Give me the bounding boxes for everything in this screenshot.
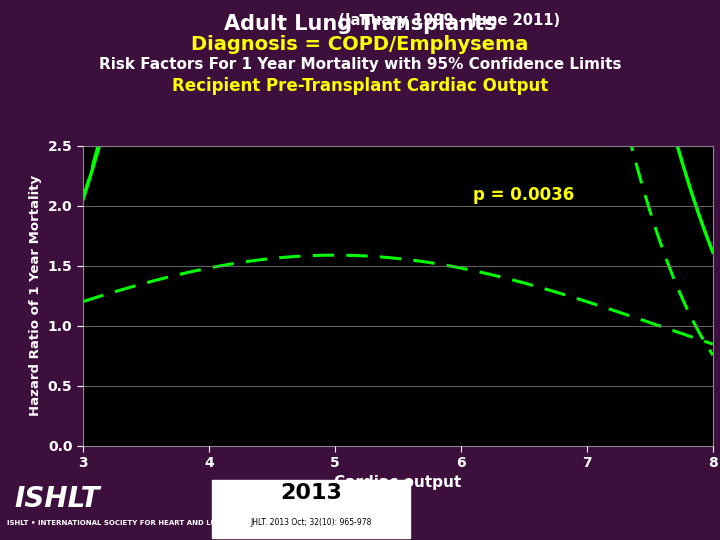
Text: JHLT. 2013 Oct; 32(10): 965-978: JHLT. 2013 Oct; 32(10): 965-978 [251,518,372,527]
Text: Recipient Pre-Transplant Cardiac Output: Recipient Pre-Transplant Cardiac Output [172,77,548,95]
Y-axis label: Hazard Ratio of 1 Year Mortality: Hazard Ratio of 1 Year Mortality [29,175,42,416]
Text: Adult Lung Transplants: Adult Lung Transplants [224,14,496,33]
Text: ISHLT • INTERNATIONAL SOCIETY FOR HEART AND LUNG TRANSPLANTATION: ISHLT • INTERNATIONAL SOCIETY FOR HEART … [7,521,307,526]
Text: Diagnosis = COPD/Emphysema: Diagnosis = COPD/Emphysema [192,35,528,54]
Text: p = 0.0036: p = 0.0036 [474,186,575,204]
FancyBboxPatch shape [212,481,410,537]
Text: (January 1999 – June 2011): (January 1999 – June 2011) [159,14,561,29]
Text: 2013: 2013 [281,483,342,503]
X-axis label: Cardiac output: Cardiac output [334,476,462,490]
Text: ISHLT: ISHLT [14,485,100,514]
Text: Risk Factors For 1 Year Mortality with 95% Confidence Limits: Risk Factors For 1 Year Mortality with 9… [99,57,621,72]
